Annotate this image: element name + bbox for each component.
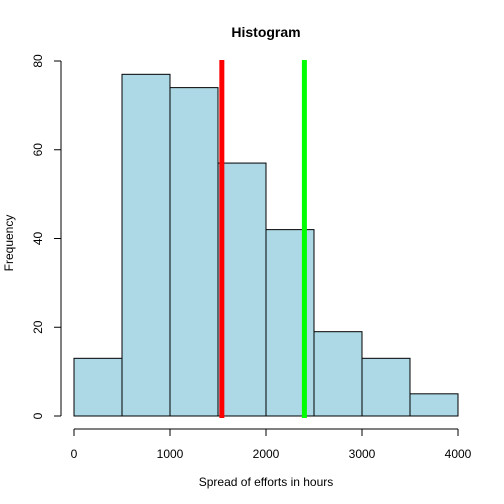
x-tick-label: 4000 xyxy=(445,447,472,461)
y-tick-label: 40 xyxy=(31,232,45,246)
x-tick-label: 1000 xyxy=(157,447,184,461)
x-tick-label: 0 xyxy=(71,447,78,461)
y-axis: 0 20 40 60 80 xyxy=(31,54,62,419)
x-axis-title: Spread of efforts in hours xyxy=(199,475,334,489)
histogram-bar-3 xyxy=(169,87,219,417)
histogram-bar-8 xyxy=(409,393,459,417)
x-axis: 0 1000 2000 3000 4000 xyxy=(71,428,472,461)
y-tick-label: 80 xyxy=(31,54,45,68)
y-axis-title: Frequency xyxy=(2,215,16,272)
x-tick-label: 3000 xyxy=(349,447,376,461)
y-tick-label: 0 xyxy=(31,412,45,419)
histogram-bar-7 xyxy=(361,357,411,417)
bars-group xyxy=(73,73,459,417)
histogram-bar-2 xyxy=(121,73,171,417)
chart-title: Histogram xyxy=(231,24,300,40)
histogram-bar-6 xyxy=(313,331,363,417)
histogram-bar-4 xyxy=(217,162,267,417)
y-tick-label: 20 xyxy=(31,320,45,334)
y-tick-label: 60 xyxy=(31,143,45,157)
reference-lines-group xyxy=(219,60,307,418)
histogram-bar-1 xyxy=(73,357,123,417)
x-tick-label: 2000 xyxy=(253,447,280,461)
